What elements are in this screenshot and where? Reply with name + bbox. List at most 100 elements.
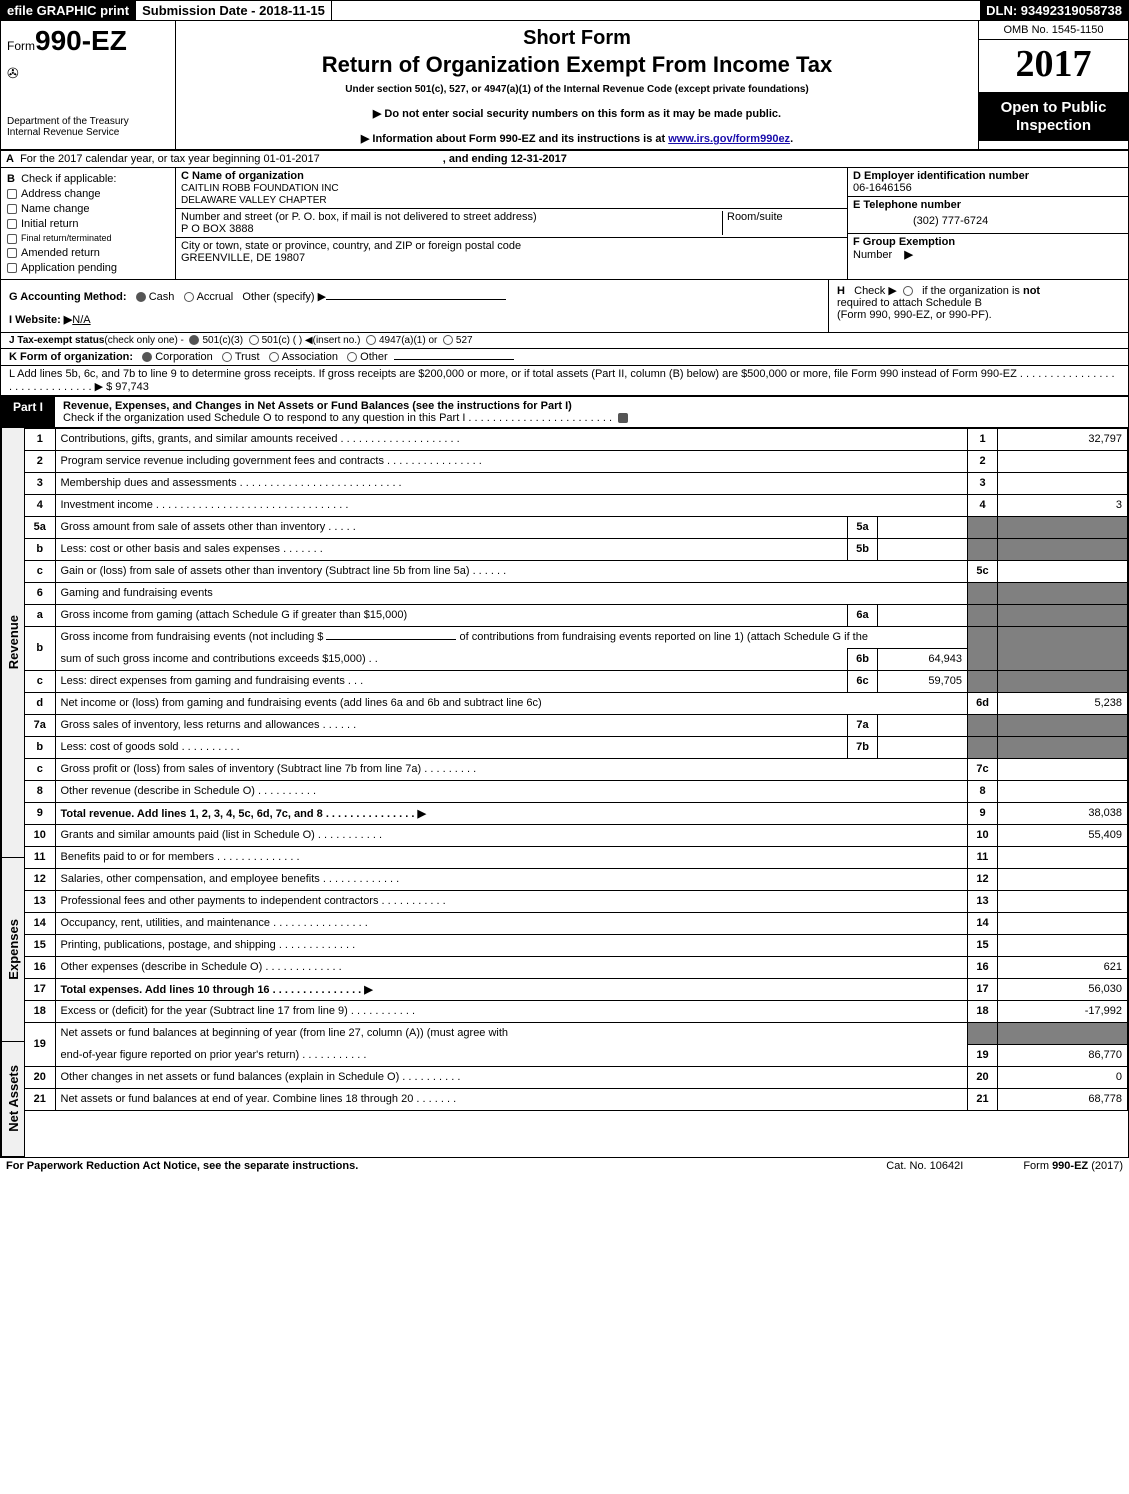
treasury-dept: Department of the Treasury Internal Reve… xyxy=(7,116,169,138)
checkbox-icon[interactable] xyxy=(7,234,17,244)
line-e: E Telephone number (302) 777-6724 xyxy=(848,197,1128,234)
d-label: D Employer identification number xyxy=(853,170,1029,182)
j-sub: (check only one) - xyxy=(104,335,183,346)
row-19a: 19Net assets or fund balances at beginni… xyxy=(25,1022,1128,1044)
amt: 32,797 xyxy=(998,428,1128,450)
room-cell: Room/suite xyxy=(722,211,842,235)
g-accrual: Accrual xyxy=(197,291,234,303)
street-cell: Number and street (or P. O. box, if mail… xyxy=(181,211,722,235)
line-a-end: , and ending 12-31-2017 xyxy=(443,153,567,165)
checkbox-icon[interactable] xyxy=(7,189,17,199)
f-label: F Group Exemption xyxy=(853,236,955,248)
row-1: 1Contributions, gifts, grants, and simil… xyxy=(25,428,1128,450)
street-label: Number and street (or P. O. box, if mail… xyxy=(181,211,537,223)
row-8: 8Other revenue (describe in Schedule O) … xyxy=(25,780,1128,802)
dept-line2: Internal Revenue Service xyxy=(7,127,169,138)
part1-table-wrap: 1Contributions, gifts, grants, and simil… xyxy=(25,428,1128,1157)
e-value: (302) 777-6724 xyxy=(913,215,1123,227)
check-initial[interactable]: Initial return xyxy=(7,218,169,230)
h-text4: (Form 990, 990-EZ, or 990-PF). xyxy=(837,309,992,321)
header-middle: Short Form Return of Organization Exempt… xyxy=(176,21,978,149)
line-l: L Add lines 5b, 6c, and 7b to line 9 to … xyxy=(1,366,1128,397)
line-a: A For the 2017 calendar year, or tax yea… xyxy=(1,151,1128,167)
city-row: City or town, state or province, country… xyxy=(176,238,847,266)
def-column: D Employer identification number 06-1646… xyxy=(848,168,1128,279)
k-trust: Trust xyxy=(235,351,260,363)
line-j: J Tax-exempt status(check only one) - 50… xyxy=(1,333,1128,349)
radio-cash-icon[interactable] xyxy=(136,292,146,302)
c-label: C Name of organization xyxy=(181,170,304,182)
checkbox-icon[interactable] xyxy=(7,248,17,258)
cat-no: Cat. No. 10642I xyxy=(886,1160,963,1172)
radio-other-icon[interactable] xyxy=(347,352,357,362)
row-12: 12Salaries, other compensation, and empl… xyxy=(25,868,1128,890)
row-16: 16Other expenses (describe in Schedule O… xyxy=(25,956,1128,978)
form-number-line: Form990-EZ xyxy=(7,25,169,57)
header-right: OMB No. 1545-1150 2017 Open to Public In… xyxy=(978,21,1128,149)
checkbox-icon[interactable] xyxy=(7,204,17,214)
room-label: Room/suite xyxy=(727,211,783,223)
row-6: 6Gaming and fundraising events xyxy=(25,582,1128,604)
main-title: Return of Organization Exempt From Incom… xyxy=(186,52,968,78)
row-7b: bLess: cost of goods sold . . . . . . . … xyxy=(25,736,1128,758)
page-footer: For Paperwork Reduction Act Notice, see … xyxy=(0,1158,1129,1174)
h-checkbox-icon[interactable] xyxy=(903,286,913,296)
j-label: J Tax-exempt status xyxy=(9,335,104,346)
check-amended[interactable]: Amended return xyxy=(7,247,169,259)
d: Contributions, gifts, grants, and simila… xyxy=(55,428,968,450)
row-19b: end-of-year figure reported on prior yea… xyxy=(25,1044,1128,1066)
dln-label: DLN: 93492319058738 xyxy=(980,1,1128,20)
tax-year: 2017 xyxy=(979,40,1128,93)
checkbox-icon[interactable] xyxy=(7,219,17,229)
checkbox-icon[interactable] xyxy=(7,263,17,273)
radio-501c3-icon[interactable] xyxy=(189,335,199,345)
rn: 1 xyxy=(968,428,998,450)
part1-table: 1Contributions, gifts, grants, and simil… xyxy=(25,428,1128,1111)
h-text2: if the organization is xyxy=(922,285,1020,297)
h-not: not xyxy=(1023,285,1040,297)
row-9: 9Total revenue. Add lines 1, 2, 3, 4, 5c… xyxy=(25,802,1128,824)
check-address[interactable]: Address change xyxy=(7,188,169,200)
open-to-public: Open to Public Inspection xyxy=(979,93,1128,141)
radio-501c-icon[interactable] xyxy=(249,335,259,345)
org-info-column: C Name of organization CAITLIN ROBB FOUN… xyxy=(176,168,848,279)
part1-desc: Revenue, Expenses, and Changes in Net As… xyxy=(55,397,1128,427)
line-c: C Name of organization CAITLIN ROBB FOUN… xyxy=(176,168,847,209)
under-section: Under section 501(c), 527, or 4947(a)(1)… xyxy=(186,84,968,95)
radio-527-icon[interactable] xyxy=(443,335,453,345)
radio-accrual-icon[interactable] xyxy=(184,292,194,302)
row-6b-2: sum of such gross income and contributio… xyxy=(25,648,1128,670)
schedule-o-checkbox-icon[interactable] xyxy=(618,413,628,423)
i-label: I Website: ▶ xyxy=(9,314,72,326)
row-21: 21Net assets or fund balances at end of … xyxy=(25,1088,1128,1110)
check-pending[interactable]: Application pending xyxy=(7,262,169,274)
check-name[interactable]: Name change xyxy=(7,203,169,215)
sidebar-labels: Revenue Expenses Net Assets xyxy=(1,428,25,1157)
header-left: Form990-EZ ✇ Department of the Treasury … xyxy=(1,21,176,149)
radio-corp-icon[interactable] xyxy=(142,352,152,362)
org-name2: DELAWARE VALLEY CHAPTER xyxy=(181,195,327,206)
line-d: D Employer identification number 06-1646… xyxy=(848,168,1128,197)
check-final[interactable]: Final return/terminated xyxy=(7,233,169,244)
check-column: B Check if applicable: Address change Na… xyxy=(1,168,176,279)
j-2: 501(c) ( ) ◀(insert no.) xyxy=(262,335,361,346)
g-label: G Accounting Method: xyxy=(9,291,127,303)
row-10: 10Grants and similar amounts paid (list … xyxy=(25,824,1128,846)
radio-assoc-icon[interactable] xyxy=(269,352,279,362)
top-bar: efile GRAPHIC print Submission Date - 20… xyxy=(1,1,1128,21)
row-20: 20Other changes in net assets or fund ba… xyxy=(25,1066,1128,1088)
org-name1: CAITLIN ROBB FOUNDATION INC xyxy=(181,183,339,194)
info-prefix: ▶ Information about Form 990-EZ and its … xyxy=(361,133,668,145)
line-a-text: For the 2017 calendar year, or tax year … xyxy=(20,153,320,165)
radio-4947-icon[interactable] xyxy=(366,335,376,345)
irs-link[interactable]: www.irs.gov/form990ez xyxy=(668,133,790,145)
line-b-label: B Check if applicable: xyxy=(7,173,169,185)
street-row: Number and street (or P. O. box, if mail… xyxy=(176,209,847,238)
l-text: L Add lines 5b, 6c, and 7b to line 9 to … xyxy=(9,368,1115,393)
ghi-left: G Accounting Method: Cash Accrual Other … xyxy=(1,280,828,332)
omb-number: OMB No. 1545-1150 xyxy=(979,21,1128,40)
radio-trust-icon[interactable] xyxy=(222,352,232,362)
row-6a: aGross income from gaming (attach Schedu… xyxy=(25,604,1128,626)
row-2: 2Program service revenue including gover… xyxy=(25,450,1128,472)
line-h: H Check ▶ if the organization is not req… xyxy=(828,280,1128,332)
